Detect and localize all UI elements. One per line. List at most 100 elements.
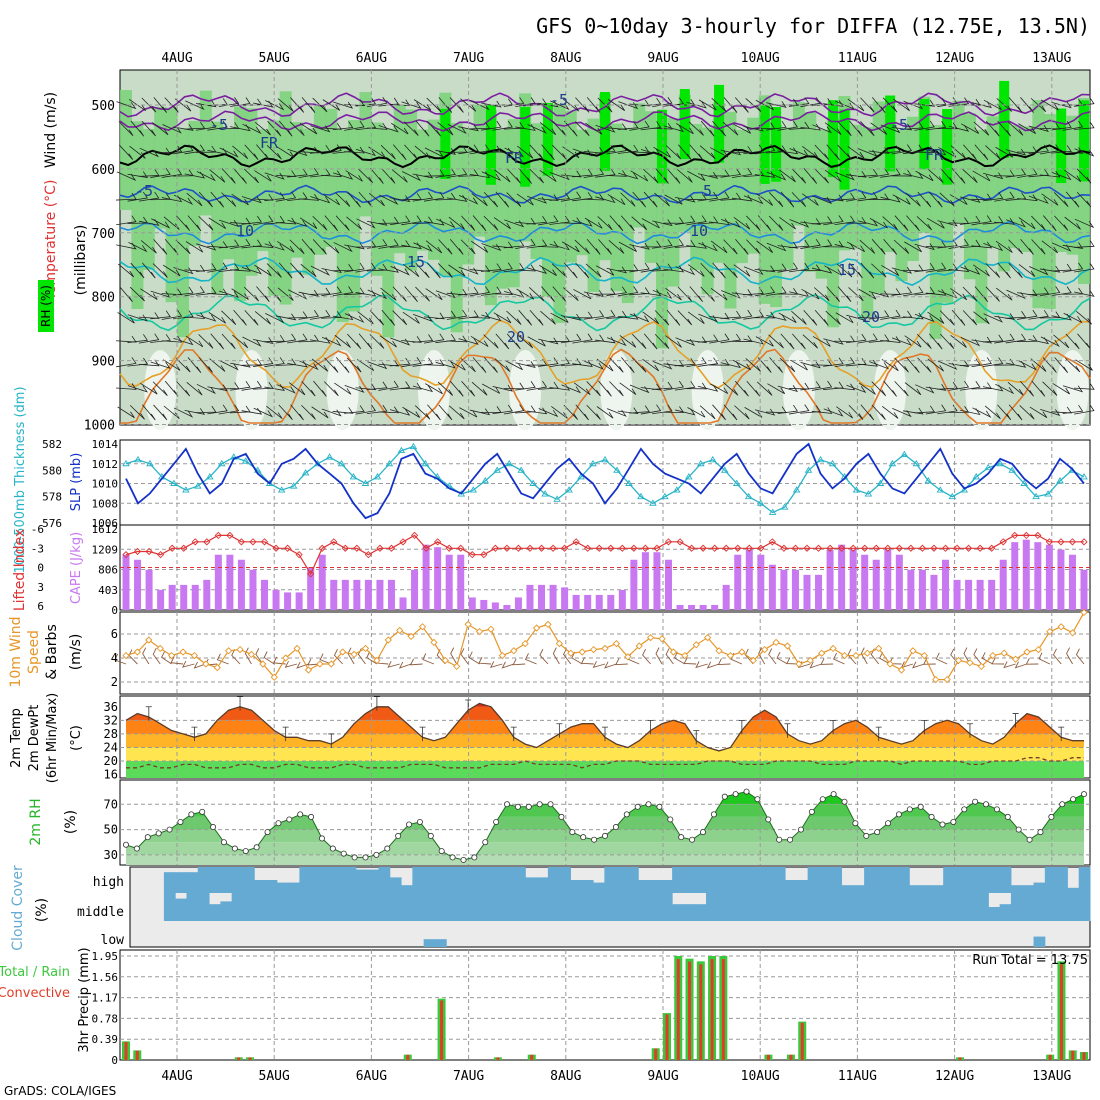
cape-tick: 1612 (92, 523, 119, 536)
wind-barb (984, 405, 1001, 420)
rh2m-point (634, 803, 641, 810)
wind-barb (332, 286, 354, 297)
wind-barb (195, 120, 217, 131)
wind-barb (483, 215, 499, 231)
wind-barb (1064, 216, 1081, 230)
wind-barb (995, 240, 1013, 253)
precip-conv-bar (1059, 964, 1063, 1060)
thickness-point (912, 459, 921, 467)
wind-speed-point (738, 648, 746, 656)
rh2m-point (808, 808, 815, 815)
wind-barb (914, 120, 935, 131)
wind-barb (652, 219, 673, 227)
wind-barb (184, 312, 206, 319)
cloud-bar (175, 898, 187, 921)
wind-barb (960, 337, 981, 347)
wind-barb (208, 217, 227, 229)
wind-barb (118, 121, 134, 137)
wind-barb (299, 122, 318, 135)
surface-wind-barb (1066, 647, 1073, 665)
wind-barb (982, 192, 1004, 202)
wind-barb (914, 146, 936, 153)
wind-barb (1005, 148, 1027, 156)
surface-wind-barb (655, 647, 663, 665)
wind-barb (1042, 381, 1058, 396)
wind-barb (915, 384, 935, 394)
li-point (145, 547, 153, 556)
wind-barb (617, 121, 639, 130)
wind-barb (1074, 262, 1095, 273)
wind-speed-point (635, 642, 643, 650)
wind-speed-point (316, 660, 324, 668)
wind-barb (755, 99, 774, 111)
cloud-bar (559, 893, 571, 921)
wind-barb (617, 286, 639, 297)
wind-barb (698, 99, 717, 111)
wind-speed-point (521, 639, 529, 648)
surface-wind-barb (695, 661, 708, 669)
wind-barb (824, 265, 843, 276)
wind-barb (892, 407, 912, 418)
pressure-tick: 800 (92, 291, 115, 306)
wind-barb (310, 196, 331, 204)
wind-barb (187, 357, 202, 373)
wind-barb (711, 97, 727, 113)
wind-barb (788, 121, 810, 130)
wind-barb (1028, 310, 1049, 320)
wind-barb (687, 311, 705, 324)
cape-bar (561, 587, 569, 610)
cape-bar (584, 594, 592, 610)
surface-wind-barb (524, 653, 537, 665)
wind-barb (446, 145, 468, 153)
wind-barb (768, 334, 784, 349)
wind-barb (823, 240, 844, 248)
wind-barb (940, 168, 955, 184)
wind-barb (333, 101, 354, 109)
rh-column (587, 118, 600, 292)
li-point (953, 544, 961, 552)
cloud-bar (875, 867, 888, 893)
pressure-tick: 700 (92, 227, 115, 242)
cloud-bar (457, 893, 470, 921)
li-point (191, 538, 199, 546)
wind-barb (563, 404, 578, 420)
wind-barb (287, 219, 308, 228)
thickness-point (673, 486, 681, 493)
wind-barb (460, 357, 476, 373)
wind-barb (837, 286, 852, 302)
thickness-tick: 578 (42, 491, 62, 504)
thickness-point (589, 459, 597, 467)
wind-barb (962, 310, 978, 326)
wind-barb (824, 169, 842, 183)
rh2m-point (210, 824, 217, 831)
wind-barb (241, 215, 263, 225)
wind-speed-point (304, 666, 313, 674)
minmax-bar (1058, 726, 1065, 742)
wind-barb (983, 313, 1004, 323)
cloud-bar (265, 880, 278, 893)
date-label-top: 7AUG (453, 51, 484, 66)
wind-barb (572, 219, 593, 227)
wind-barb (937, 263, 958, 272)
wind-barb (892, 194, 911, 205)
wind-barb (777, 241, 799, 249)
wind-barb (332, 121, 354, 131)
wind-barb (198, 334, 214, 349)
wind-barb (733, 264, 751, 277)
wind-barb (1051, 263, 1072, 272)
wind-barb (811, 239, 833, 249)
wind-barb (391, 169, 408, 183)
wind-barb (242, 123, 262, 135)
li-point (457, 544, 465, 552)
wind-barb (735, 238, 749, 255)
wind-speed-point (886, 660, 894, 668)
cloud-bar (672, 904, 684, 921)
contour-label: 5 (703, 182, 712, 200)
wind-barb (837, 144, 852, 160)
wind-barb (140, 382, 158, 395)
wind-barb (164, 380, 179, 397)
cape-tick: 1209 (92, 543, 119, 556)
wind-barb (1039, 286, 1061, 297)
rh2m-point (264, 829, 271, 836)
rh2m-point (885, 820, 892, 827)
